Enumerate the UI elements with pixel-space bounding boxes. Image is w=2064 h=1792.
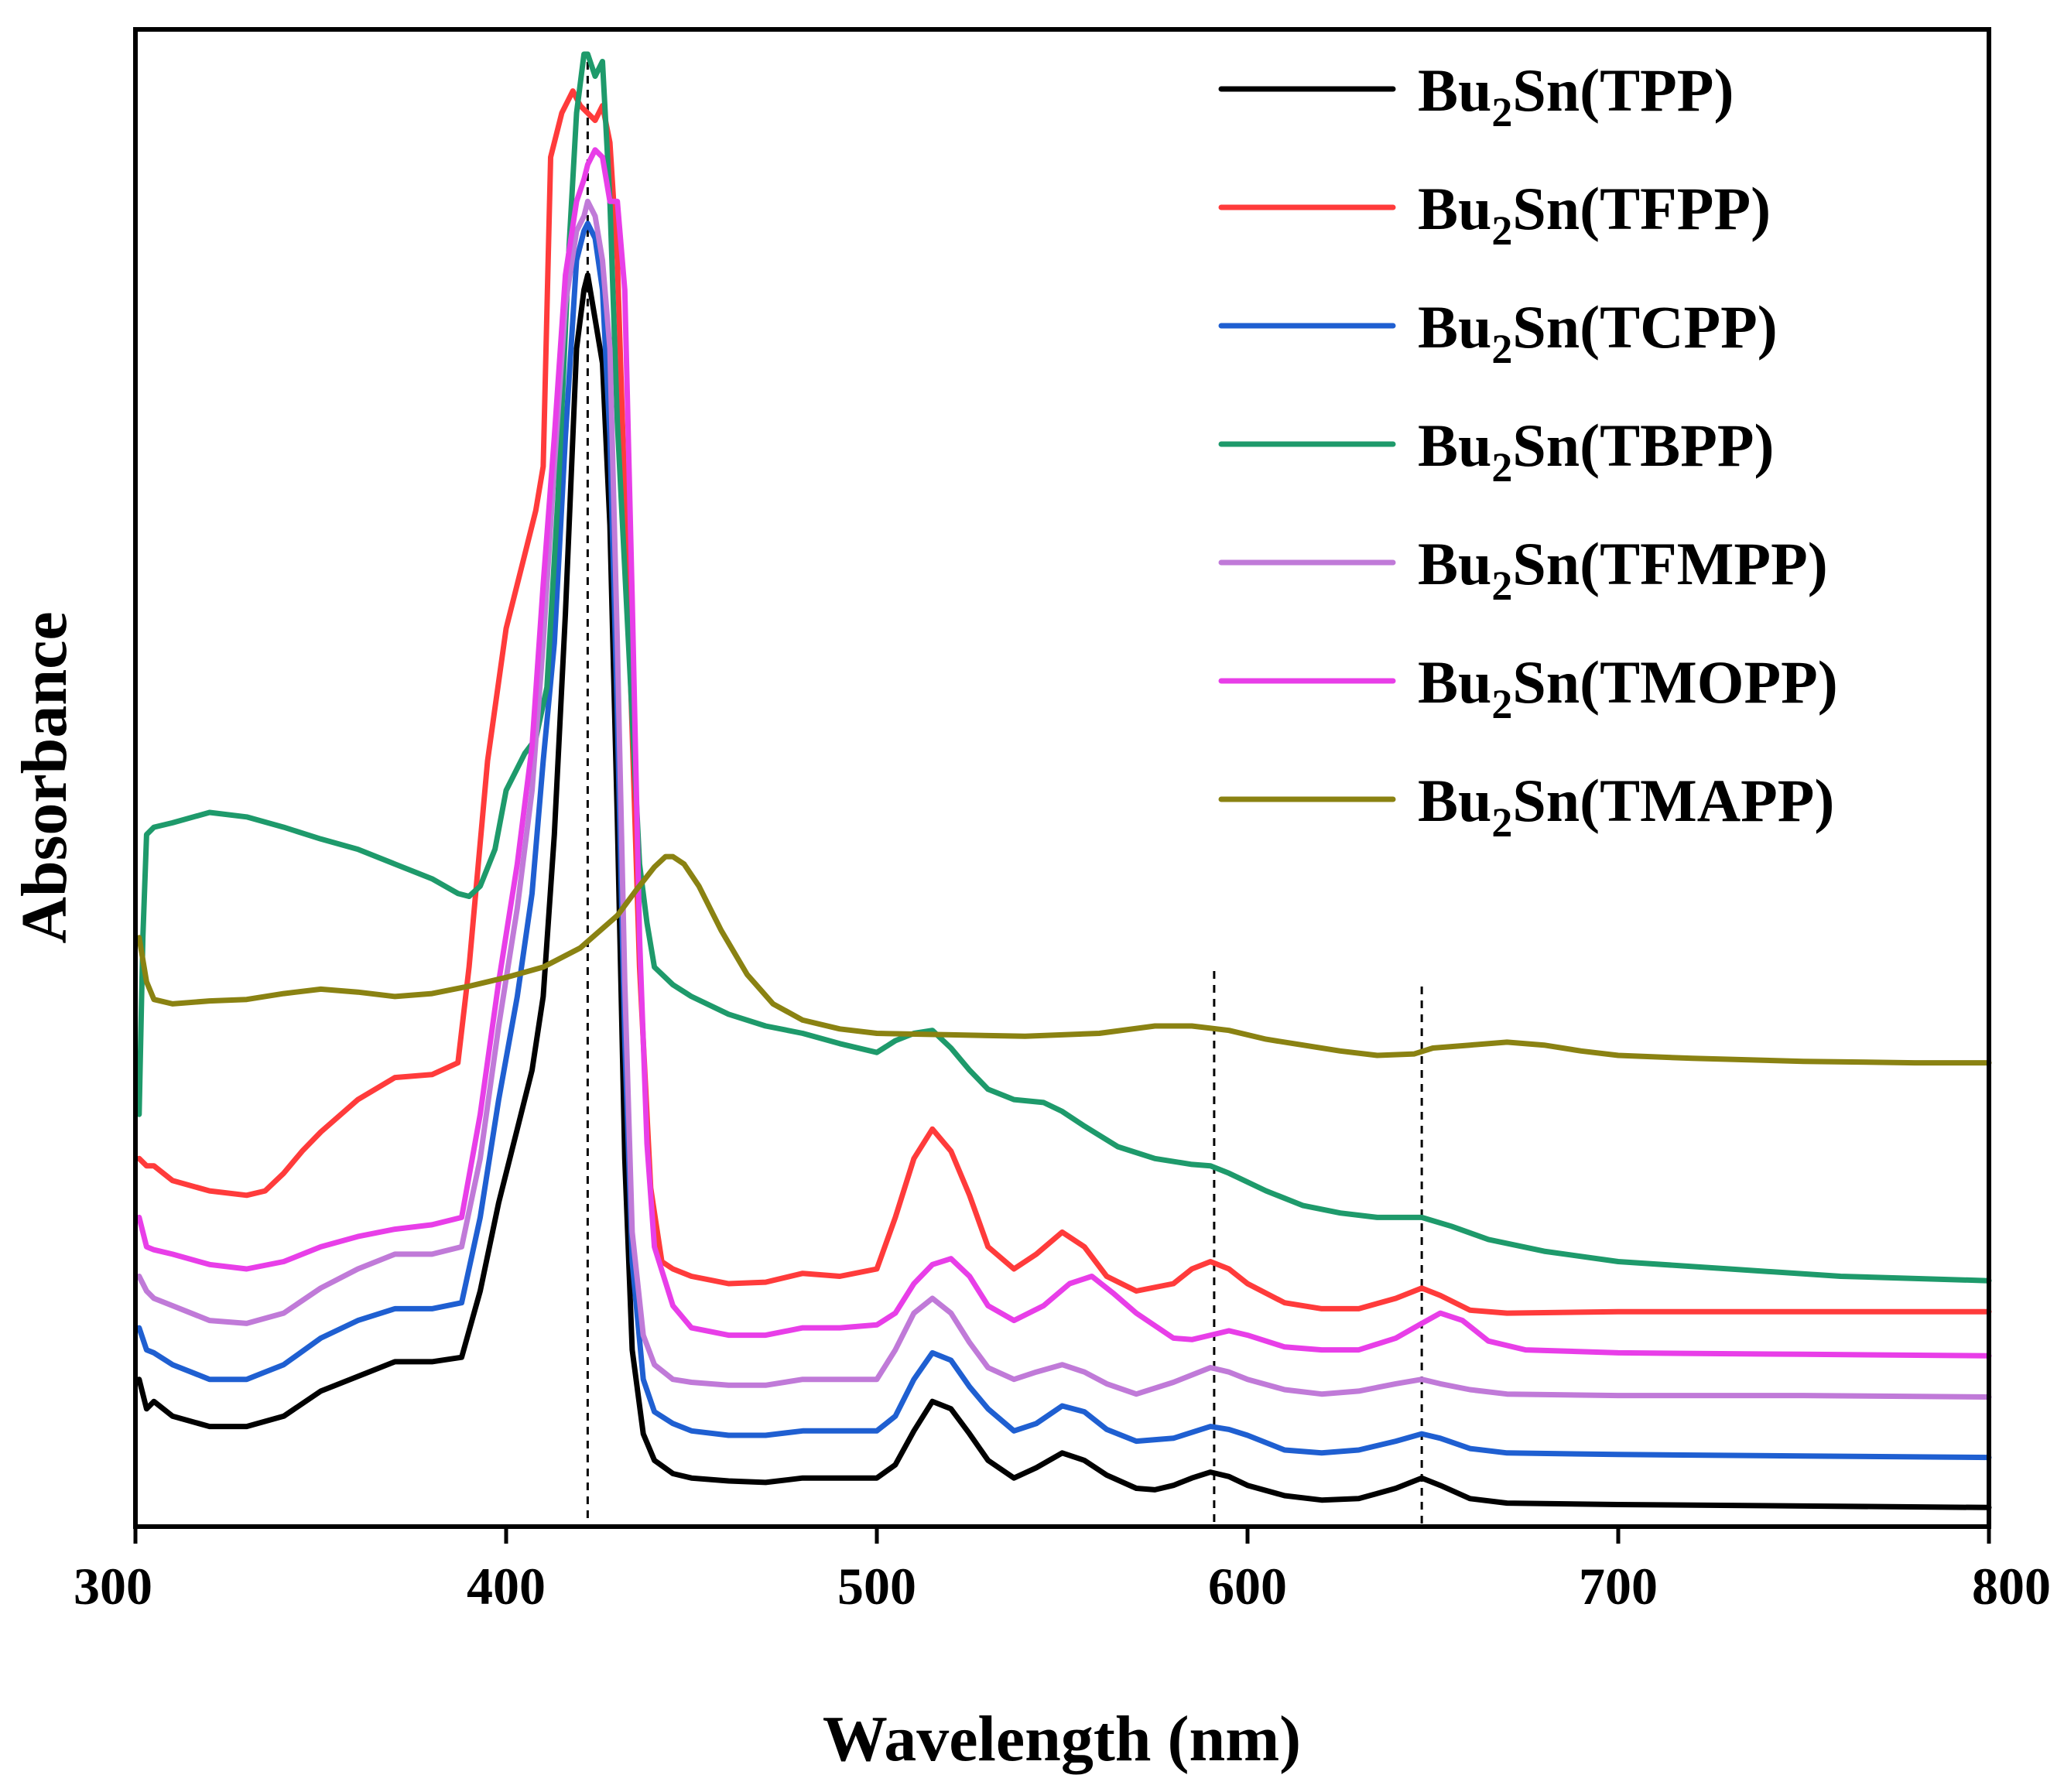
x-axis-ticks: 300 400 500 600 700 800 <box>74 1527 2051 1616</box>
x-tick-label: 300 <box>74 1557 152 1616</box>
series-line-7 <box>136 853 1992 1066</box>
x-tick-label: 600 <box>1208 1557 1287 1616</box>
series-line-1 <box>136 272 1992 1510</box>
legend-label: Bu2Sn(TFPP) <box>1418 175 1771 254</box>
series-line-2 <box>136 88 1992 1316</box>
legend-label: Bu2Sn(TCPP) <box>1418 293 1778 372</box>
legend: Bu2Sn(TPP) Bu2Sn(TFPP) Bu2Sn(TCPP) Bu2Sn(TB… <box>1218 56 1838 846</box>
legend-label: Bu2Sn(TMAPP) <box>1418 767 1834 846</box>
x-tick-label: 400 <box>467 1557 546 1616</box>
y-axis-title: Absorbance <box>9 611 80 943</box>
x-tick-label: 500 <box>837 1557 916 1616</box>
series-group <box>136 51 1992 1510</box>
legend-label: Bu2Sn(TMOPP) <box>1418 648 1838 727</box>
legend-label: Bu2Sn(TBPP) <box>1418 412 1774 491</box>
series-line-4 <box>136 51 1992 1284</box>
x-tick-label: 800 <box>1972 1557 2051 1616</box>
plot-frame <box>133 27 1991 1529</box>
series-line-3 <box>136 221 1992 1461</box>
series-line-6 <box>136 147 1992 1359</box>
x-axis-title: Wavelength (nm) <box>823 1703 1301 1775</box>
legend-label: Bu2Sn(TPP) <box>1418 56 1734 135</box>
series-line-5 <box>136 198 1992 1400</box>
x-tick-label: 700 <box>1579 1557 1658 1616</box>
legend-label: Bu2Sn(TFMPP) <box>1418 530 1828 609</box>
